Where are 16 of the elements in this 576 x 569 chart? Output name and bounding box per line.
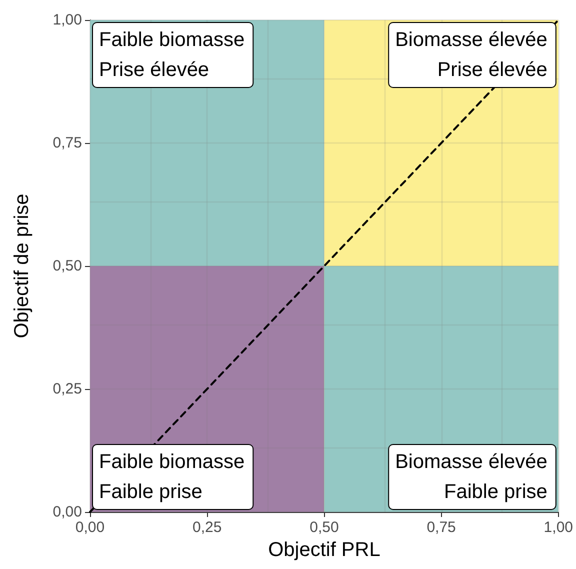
y-tick-label: 0,75 <box>52 134 82 152</box>
x-axis-title: Objectif PRL <box>268 538 380 561</box>
x-tick-label: 1,00 <box>544 519 574 536</box>
annotation: Faible biomasse Faible prise <box>99 451 245 503</box>
x-tick-label: 0,50 <box>310 519 339 536</box>
y-tick-label: 0,25 <box>52 380 82 398</box>
y-tick-label: 0,00 <box>52 504 82 520</box>
x-tick-label: 0,00 <box>75 519 105 536</box>
y-tick-label: 0,50 <box>52 258 82 274</box>
y-axis-title: Objectif de prise <box>11 194 33 338</box>
y-tick-label: 1,00 <box>52 12 82 28</box>
x-tick-label: 0,75 <box>426 519 456 536</box>
annotation: Faible biomasse Prise élevée <box>99 29 245 81</box>
annotation: Biomasse élevée Faible prise <box>395 451 548 503</box>
x-tick-label: 0,25 <box>192 519 222 536</box>
annotation: Biomasse élevée Prise élevée <box>395 29 548 81</box>
